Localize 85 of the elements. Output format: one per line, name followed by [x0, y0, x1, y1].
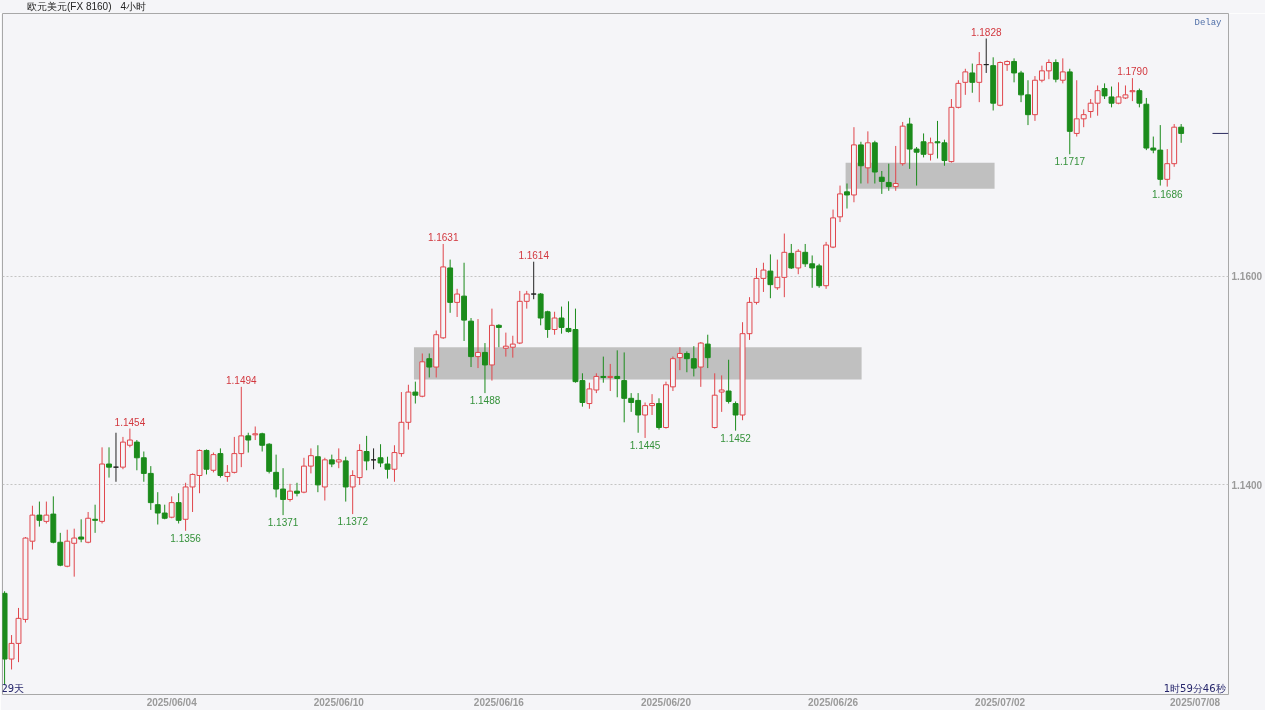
candlestick — [412, 381, 419, 405]
annotation: 29天 — [1, 682, 25, 694]
annotation: 1.1445 — [629, 439, 661, 451]
annotation: 1.1717 — [1054, 156, 1086, 168]
candlestick — [795, 248, 802, 275]
x-tick-label: 2025/06/16 — [473, 696, 525, 708]
candlestick — [530, 261, 537, 300]
candlestick — [363, 435, 370, 471]
candlestick — [607, 363, 614, 392]
annotation: 1.1686 — [1151, 188, 1183, 200]
annotation: 1.1790 — [1117, 66, 1149, 78]
candlestick — [461, 262, 468, 342]
candlestick — [370, 447, 377, 470]
candlestick — [1129, 77, 1136, 102]
candlestick — [844, 182, 850, 210]
candlestick — [767, 253, 774, 299]
chart-subtitle: 4小时 — [120, 1, 147, 12]
candlestick — [962, 68, 969, 96]
candlestick — [454, 288, 461, 318]
annotation: 1.1371 — [267, 517, 299, 529]
annotation: 1.1452 — [720, 432, 752, 444]
candlestick — [878, 170, 885, 195]
x-tick-label: 2025/06/26 — [808, 696, 859, 708]
candlestick — [210, 452, 217, 473]
candlestick — [426, 352, 433, 378]
annotation: 1.1372 — [337, 516, 369, 528]
annotation: 1.1631 — [427, 231, 459, 243]
annotation: 1.1454 — [114, 416, 146, 428]
candlestick — [857, 141, 864, 184]
candlestick — [885, 163, 892, 192]
candlestick — [551, 311, 558, 336]
candlestick — [43, 501, 50, 524]
x-tick-label: 2025/07/08 — [1170, 696, 1221, 708]
candlestick — [175, 492, 182, 524]
candlestick — [495, 323, 502, 348]
annotation: 1.1488 — [469, 395, 501, 407]
y-tick-label: 1.1400 — [1231, 479, 1263, 491]
candlestick — [294, 482, 300, 497]
candlestick — [600, 356, 607, 384]
candlestick — [85, 511, 92, 544]
candlestick — [92, 504, 99, 534]
candlestick — [656, 397, 662, 431]
candlestick — [892, 145, 899, 192]
annotation: 1时59分46秒 — [1163, 682, 1226, 694]
candlestick — [217, 447, 224, 479]
candlestick — [245, 432, 252, 454]
candlestick — [1052, 58, 1059, 83]
candlestick — [718, 374, 725, 413]
x-tick-label: 2025/06/04 — [146, 696, 198, 708]
candlestick — [377, 443, 384, 468]
annotation: Delay — [1194, 17, 1223, 28]
candlestick — [1136, 88, 1143, 108]
candlestick — [1108, 86, 1115, 108]
candlestick — [475, 318, 481, 369]
candlestick — [788, 243, 795, 270]
candlestick — [1073, 79, 1080, 138]
y-tick-label: 1.1600 — [1231, 271, 1263, 283]
candlestick — [1178, 123, 1185, 144]
annotation: 1.1494 — [226, 374, 258, 386]
candlestick — [704, 334, 711, 369]
candlestick — [78, 518, 85, 543]
annotation: 1.1828 — [970, 26, 1002, 38]
candlestick — [976, 51, 983, 103]
candlestick — [725, 359, 732, 405]
candlestick — [927, 137, 934, 162]
candlestick — [106, 446, 112, 479]
candlestick — [1059, 57, 1066, 84]
x-tick-label: 2025/06/20 — [640, 696, 692, 708]
annotation: 1.1356 — [170, 532, 202, 544]
candlestick — [732, 400, 739, 432]
candlestick — [203, 448, 210, 475]
candlestick — [36, 501, 43, 528]
candlestick — [837, 185, 843, 223]
candlestick — [676, 346, 683, 371]
candlestick — [482, 342, 488, 394]
candlestick — [335, 447, 342, 469]
candlestick — [558, 306, 565, 335]
candlestick — [384, 456, 391, 480]
candlestick — [697, 341, 704, 388]
x-tick-label: 2025/06/10 — [313, 696, 365, 708]
candlestick — [969, 63, 976, 94]
annotation: 1.1614 — [518, 249, 550, 261]
candlestick — [614, 349, 621, 398]
x-tick-label: 2025/07/02 — [975, 696, 1026, 708]
chart-title: 欧元美元(FX 8160) — [27, 1, 112, 12]
